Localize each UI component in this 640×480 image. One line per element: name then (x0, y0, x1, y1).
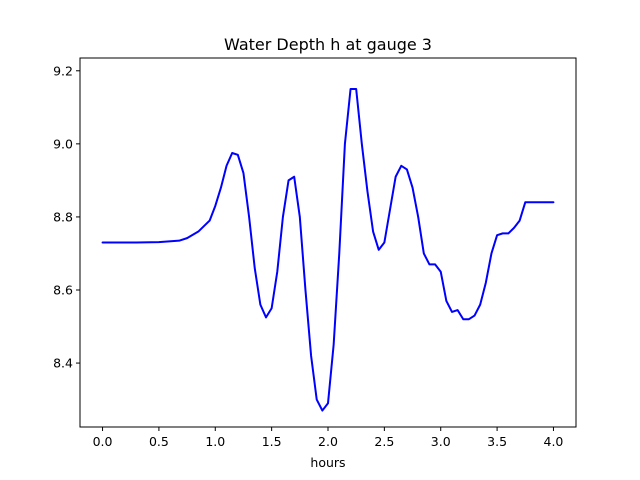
x-tick-label: 1.5 (262, 434, 282, 449)
x-tick-label: 0.5 (149, 434, 169, 449)
x-tick-label: 3.0 (431, 434, 451, 449)
x-axis: 0.0 0.5 1.0 1.5 2.0 2.5 3.0 3.5 4.0 (93, 427, 564, 449)
x-tick-label: 1.0 (205, 434, 225, 449)
x-tick-label: 2.5 (374, 434, 394, 449)
x-tick-label: 4.0 (544, 434, 564, 449)
x-axis-label: hours (310, 455, 345, 470)
chart-title: Water Depth h at gauge 3 (224, 35, 432, 54)
y-tick-label: 8.6 (53, 282, 73, 297)
y-axis: 8.4 8.6 8.8 9.0 9.2 (53, 63, 80, 371)
series-line-0 (101, 88, 555, 412)
y-tick-label: 9.2 (53, 63, 73, 78)
y-tick-label: 8.4 (53, 356, 73, 371)
y-tick-label: 9.0 (53, 136, 73, 151)
x-tick-label: 0.0 (93, 434, 113, 449)
y-tick-label: 8.8 (53, 209, 73, 224)
x-tick-label: 2.0 (318, 434, 338, 449)
x-tick-label: 3.5 (487, 434, 507, 449)
